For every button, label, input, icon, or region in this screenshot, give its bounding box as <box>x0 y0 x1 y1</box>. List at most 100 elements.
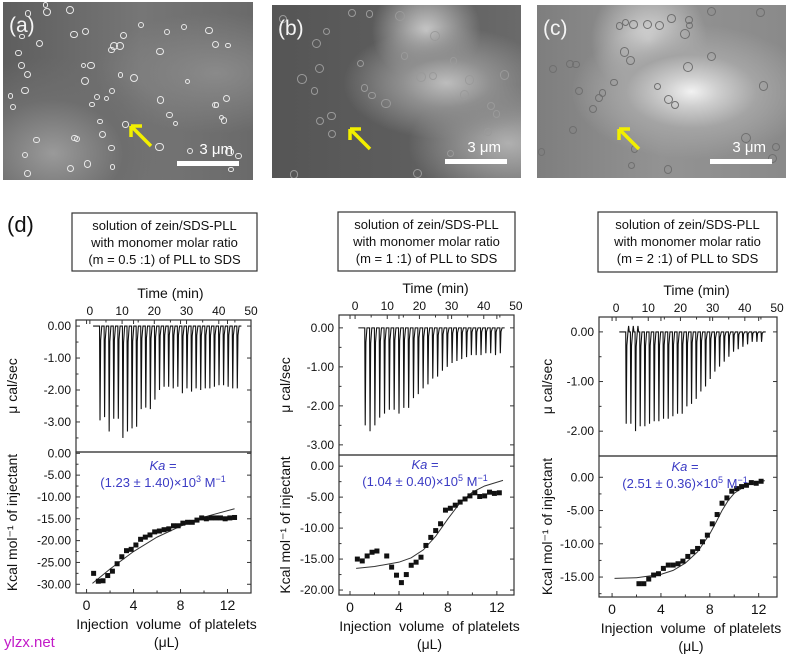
iso-x-tick-label: 8 <box>177 597 185 613</box>
iso-x-axis-unit: (μL) <box>154 634 179 650</box>
data-point <box>438 521 444 527</box>
particle <box>99 131 107 138</box>
particle <box>8 93 14 99</box>
particle <box>109 164 116 171</box>
particle <box>670 101 679 110</box>
raw-y-tick-label: -1.00 <box>307 360 335 374</box>
scale-bar-label-a: 3 μm <box>199 141 233 158</box>
particle <box>172 120 179 127</box>
particle <box>297 73 307 84</box>
iso-y-tick-label: -30.00 <box>37 577 71 591</box>
time-axis-title: Time (min) <box>137 285 203 301</box>
particle <box>82 28 90 35</box>
raw-y-tick-label: -3.00 <box>44 415 72 429</box>
iso-x-tick-label: 0 <box>608 601 616 617</box>
data-point <box>105 573 111 579</box>
condition-text-line: with monomer molar ratio <box>352 234 500 249</box>
particle <box>129 73 138 82</box>
particle <box>314 63 325 73</box>
iso-y-tick-label: -10.00 <box>37 490 71 504</box>
data-point <box>232 514 238 520</box>
ka-label: Ka = <box>149 458 176 473</box>
particle <box>311 87 319 95</box>
particle <box>627 161 636 170</box>
particle <box>588 104 598 114</box>
particle <box>653 82 661 90</box>
iso-x-tick-label: 4 <box>657 601 665 617</box>
particle <box>492 110 501 118</box>
time-tick-label: 40 <box>738 301 752 315</box>
particle <box>312 39 322 49</box>
particle <box>35 40 43 48</box>
condition-text-line: (m = 1 :1) of PLL to SDS <box>356 251 498 266</box>
iso-y-tick-label: -15.00 <box>300 552 334 566</box>
itc-panel-1: solution of zein/SDS-PLL with monomer mol… <box>4 212 258 650</box>
raw-y-tick-label: 0.00 <box>48 319 72 333</box>
ka-symbol: Ka <box>411 457 427 472</box>
particle <box>771 143 780 152</box>
condition-box <box>71 212 258 272</box>
particle <box>24 10 32 17</box>
particle <box>184 78 190 84</box>
data-point <box>704 532 710 538</box>
time-tick-label: 50 <box>244 304 258 318</box>
particle <box>685 21 693 29</box>
particle <box>619 47 630 57</box>
iso-x-tick-label: 0 <box>346 599 354 615</box>
data-point <box>208 515 214 521</box>
data-point <box>496 490 502 496</box>
sem-image-b: (b) 3 μm <box>272 5 521 178</box>
particle <box>155 143 164 152</box>
particle <box>356 59 365 68</box>
data-point <box>428 534 434 540</box>
data-point <box>462 496 468 502</box>
particle <box>70 30 78 39</box>
raw-y-axis-title: μ cal/sec <box>539 359 555 415</box>
data-point <box>119 554 125 560</box>
iso-x-axis-title: Injection volume of platelets <box>339 618 520 634</box>
particle <box>610 78 618 86</box>
time-tick-label: 30 <box>180 304 194 318</box>
data-point <box>227 515 233 521</box>
data-point <box>95 578 101 584</box>
raw-y-tick-label: -3.00 <box>307 438 335 452</box>
iso-y-tick-label: -15.00 <box>560 570 594 584</box>
data-point <box>384 553 390 559</box>
data-point <box>743 482 749 488</box>
data-point <box>695 545 701 551</box>
particle <box>166 111 173 119</box>
particle <box>21 86 29 94</box>
particle <box>758 81 769 91</box>
data-point <box>128 546 134 552</box>
data-point <box>170 523 176 529</box>
particle <box>537 148 546 156</box>
particle <box>327 129 336 138</box>
particle <box>430 31 441 42</box>
condition-text-line: (m = 2 :1) of PLL to SDS <box>617 251 759 266</box>
particle <box>103 95 110 102</box>
condition-box <box>597 211 778 273</box>
data-point <box>651 572 657 578</box>
time-tick-label: 20 <box>148 304 162 318</box>
fit-curve <box>614 480 765 579</box>
iso-y-tick-label: -5.00 <box>307 490 335 504</box>
iso-x-axis-title: Injection volume of platelets <box>76 616 257 632</box>
particle <box>181 24 188 31</box>
time-tick-label: 10 <box>115 304 129 318</box>
data-point <box>472 490 478 496</box>
data-point <box>753 480 759 486</box>
ka-unit: M <box>463 474 477 489</box>
raw-y-tick-label: 0.00 <box>311 321 335 335</box>
particle <box>615 22 624 30</box>
data-point <box>442 507 448 513</box>
itc-panel-2: solution of zein/SDS-PLL with monomer mol… <box>277 211 523 652</box>
particle <box>629 19 639 29</box>
particle <box>19 33 25 40</box>
time-tick-label: 30 <box>706 301 720 315</box>
time-tick-label: 40 <box>477 299 491 313</box>
thermogram-trace <box>619 325 766 432</box>
iso-y-tick-label: -5.00 <box>567 504 595 518</box>
data-point <box>100 578 106 584</box>
particle <box>621 18 629 27</box>
